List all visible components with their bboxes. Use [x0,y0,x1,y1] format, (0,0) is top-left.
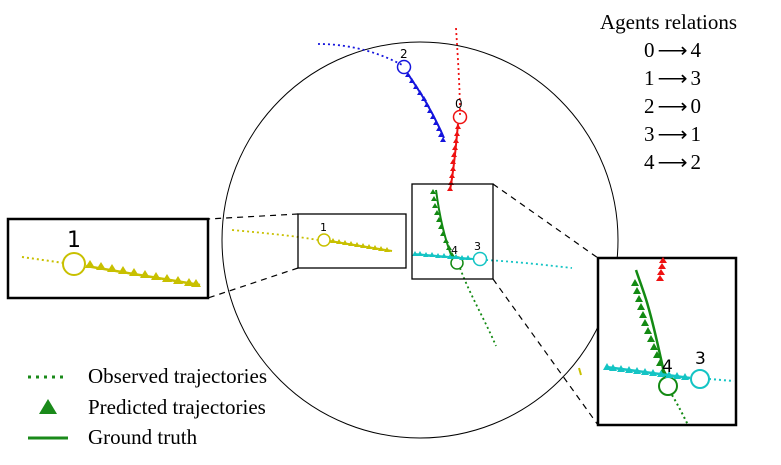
agent-3-predicted [412,251,471,260]
agent-4-id: 4 [451,244,458,257]
relation-row: 1 ⟶ 3 [644,66,701,91]
agent-2-predicted [405,72,446,142]
inset-right-agent-3-predicted [603,363,689,380]
agent-4-trajectory: 4 [430,189,497,347]
agent-3-id: 3 [474,240,481,253]
agent-3-observed [485,259,573,269]
agent-0-predicted [447,124,461,191]
inset-right-id-4: 4 [662,357,673,377]
relation-row: 3 ⟶ 1 [644,122,701,147]
agent-1-marker [317,233,331,247]
relation-from: 4 [644,150,655,174]
agent-3-marker [472,251,488,267]
relation-row: 2 ⟶ 0 [644,94,701,119]
legend-predicted-symbol [39,399,57,414]
agent-1-predicted [330,238,390,252]
inset-right-agent-4-predicted [631,279,667,374]
agent-2-id: 2 [400,47,408,61]
inset-right-agent-4-observed [671,394,689,426]
inset-right-agent-3-observed [708,378,735,382]
scene-boundary [221,41,619,439]
zoom-box-agent-1 [297,213,407,269]
arrow-icon: ⟶ [657,94,688,118]
inset-right-agent-4-ground-truth [634,269,667,378]
relation-from: 1 [644,66,655,90]
legend-predicted-label: Predicted trajectories [88,395,266,419]
inset-left-observed [21,256,65,264]
arrow-icon: ⟶ [657,38,688,62]
relation-from: 0 [644,38,655,62]
agent-0-observed [455,27,461,117]
agent-2-trajectory: 2 [317,43,446,142]
inset-right: 4 3 [596,256,738,427]
relation-to: 2 [690,150,702,174]
relations-title: Agents relations [600,10,738,34]
agent-0-trajectory: 0 [447,27,468,191]
agent-1-observed [231,229,319,241]
stray-mark [578,367,582,376]
arrow-icon: ⟶ [657,66,688,90]
relation-to: 4 [690,38,702,62]
inset-right-id-3: 3 [695,349,706,369]
legend-symbols [28,375,68,440]
relation-row: 0 ⟶ 4 [644,38,701,63]
relation-to: 3 [690,66,702,90]
agent-0-id: 0 [455,97,463,111]
relation-to: 0 [690,94,702,118]
agent-3-trajectory: 3 [412,240,573,269]
inset-left: 1 [6,217,210,300]
arrow-icon: ⟶ [657,122,688,146]
inset-left-marker [62,252,86,276]
relation-row: 4 ⟶ 2 [644,150,701,175]
relation-to: 1 [690,122,702,146]
inset-left-id: 1 [67,228,81,253]
legend-ground-truth-label: Ground truth [88,425,198,449]
inset-right-agent-3-marker [690,369,710,389]
agent-1-trajectory: 1 [231,221,393,252]
legend-observed-label: Observed trajectories [88,364,268,388]
agent-2-marker [396,59,412,75]
inset-right-agent-0 [656,257,667,281]
agent-1-id: 1 [320,221,327,234]
relation-from: 2 [644,94,655,118]
agent-4-observed [459,267,497,347]
zoom-box-agents-3-4 [411,183,494,280]
zoom-connectors [207,183,599,426]
arrow-icon: ⟶ [657,150,688,174]
inset-left-predicted [85,260,201,287]
agent-0-marker [452,109,468,125]
relation-from: 3 [644,122,655,146]
